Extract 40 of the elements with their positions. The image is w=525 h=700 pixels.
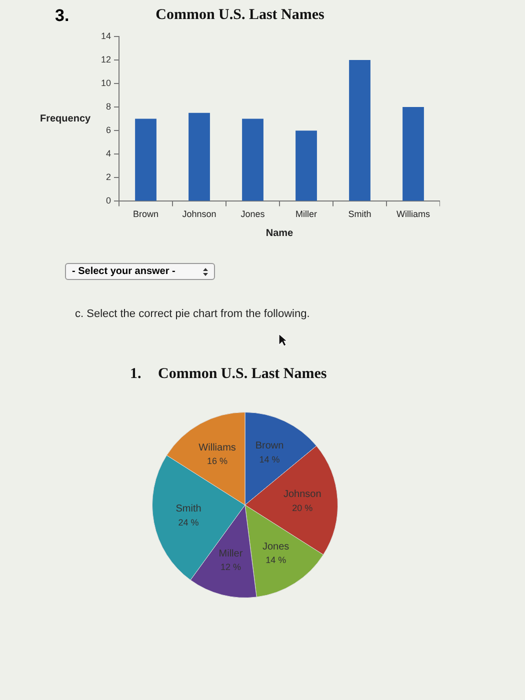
text: c. Select the correct pie chart from the following. — [75, 308, 310, 320]
text: 1. — [130, 366, 142, 383]
bar — [135, 118, 156, 201]
slice-label: Jones — [262, 541, 290, 552]
x-tick-label: Smith — [348, 209, 372, 220]
y-axis-title: Frequency — [40, 114, 92, 125]
y-tick-label: 14 — [100, 30, 112, 41]
chart-title: Common U.S. Last Names — [158, 366, 327, 383]
y-tick-label: 0 — [106, 196, 112, 206]
bar — [349, 60, 370, 201]
y-tick-label: 10 — [100, 78, 112, 88]
slice-label: Brown — [255, 440, 284, 452]
data-label: 16 % — [207, 456, 228, 466]
data-label: 14 % — [266, 555, 286, 566]
x-tick-label: Miller — [296, 209, 318, 220]
data-label: 20 % — [292, 502, 313, 513]
chart-title: Common U.S. Last Names — [156, 7, 324, 23]
y-tick-label: 6 — [106, 125, 112, 136]
bar — [296, 130, 317, 201]
slice-label: Smith — [176, 504, 202, 515]
slice-label: Williams — [198, 442, 236, 454]
text: 3. — [55, 6, 70, 26]
y-tick-label: 12 — [100, 54, 112, 64]
y-tick-label: 2 — [106, 172, 112, 182]
data-label: 14 % — [259, 454, 280, 464]
y-tick-label: 8 — [106, 102, 112, 112]
x-tick-label: Johnson — [182, 209, 216, 220]
bar — [242, 118, 264, 201]
dropdown-field: - Select your answer - — [65, 263, 215, 280]
x-tick-label: Jones — [240, 209, 266, 220]
data-label: 24 % — [178, 517, 199, 528]
bar — [402, 107, 424, 201]
data-label: 12 % — [220, 562, 241, 572]
slice-label: Johnson — [283, 489, 322, 500]
x-tick-label: Williams — [396, 209, 430, 220]
x-axis-title: Name — [266, 228, 294, 239]
bar — [188, 112, 210, 201]
y-tick-label: 4 — [106, 148, 112, 159]
x-tick-label: Brown — [133, 209, 159, 220]
slice-label: Miller — [218, 548, 244, 560]
